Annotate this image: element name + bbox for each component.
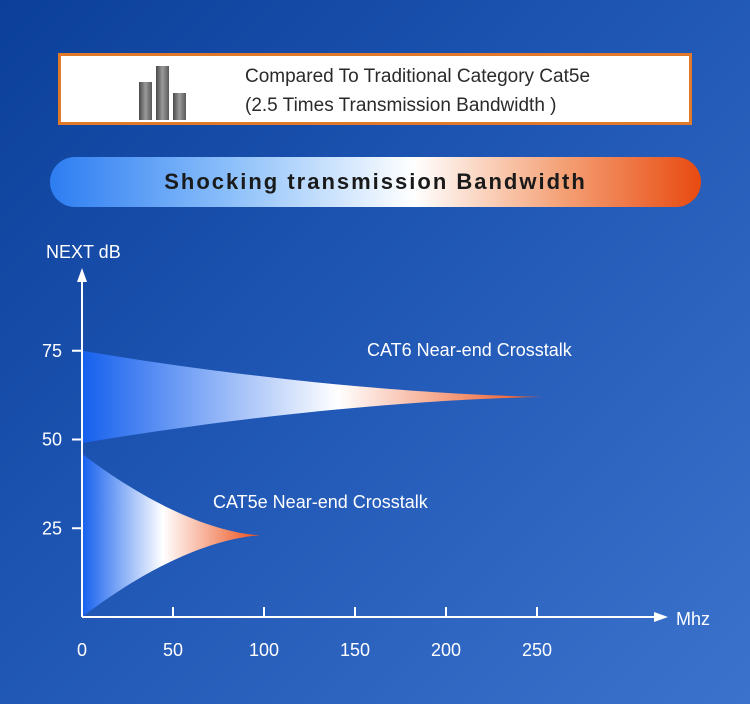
cat5e-series-label: CAT5e Near-end Crosstalk	[213, 492, 429, 512]
x-tick-label-0: 0	[77, 640, 87, 660]
x-tick-label-250: 250	[522, 640, 552, 660]
y-axis-arrow	[77, 268, 87, 282]
y-tick-label-75: 75	[42, 341, 62, 361]
y-axis-title: NEXT dB	[46, 242, 121, 262]
x-tick-label-200: 200	[431, 640, 461, 660]
cat6-area	[82, 350, 543, 444]
cat5e-area	[82, 453, 261, 617]
x-axis-title: Mhz	[676, 609, 710, 629]
comparison-box: Compared To Traditional Category Cat5e (…	[58, 53, 692, 125]
x-tick-label-100: 100	[249, 640, 279, 660]
comparison-text-line1: Compared To Traditional Category Cat5e	[245, 66, 591, 87]
bar-chart-icon	[139, 66, 186, 120]
banner-title: Shocking transmission Bandwidth	[50, 157, 701, 207]
comparison-text-line2: (2.5 Times Transmission Bandwidth )	[245, 95, 557, 116]
x-axis-arrow	[654, 612, 668, 622]
cat6-series-label: CAT6 Near-end Crosstalk	[367, 340, 573, 360]
x-tick-label-50: 50	[163, 640, 183, 660]
x-tick-label-150: 150	[340, 640, 370, 660]
y-tick-label-50: 50	[42, 430, 62, 450]
y-tick-label-25: 25	[42, 518, 62, 538]
